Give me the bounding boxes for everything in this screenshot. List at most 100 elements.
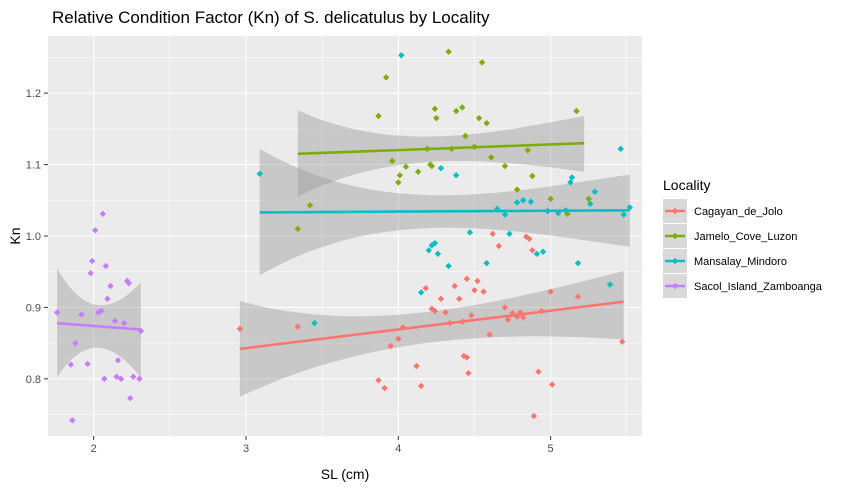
data-point-Mansalay_Mindoro bbox=[417, 289, 425, 296]
data-point-Jamelo_Cove_Luzon bbox=[375, 112, 382, 120]
data-point-Cagayan_de_Jolo bbox=[442, 309, 449, 316]
fit-line-Sacol_Island_Zamboanga bbox=[57, 321, 142, 331]
data-point-Jamelo_Cove_Luzon bbox=[529, 172, 536, 180]
data-point-Jamelo_Cove_Luzon bbox=[483, 119, 490, 127]
data-point-Mansalay_Mindoro bbox=[587, 200, 594, 208]
data-point-Sacol_Island_Zamboanga bbox=[107, 282, 114, 290]
data-point-Jamelo_Cove_Luzon bbox=[414, 168, 422, 175]
data-point-Cagayan_de_Jolo bbox=[431, 307, 439, 315]
data-point-Mansalay_Mindoro bbox=[513, 199, 521, 206]
data-point-Mansalay_Mindoro bbox=[437, 164, 445, 172]
data-point-Cagayan_de_Jolo bbox=[236, 325, 244, 333]
data-point-Cagayan_de_Jolo bbox=[529, 247, 536, 254]
data-point-Sacol_Island_Zamboanga bbox=[87, 269, 94, 277]
data-point-Mansalay_Mindoro bbox=[311, 319, 318, 327]
data-point-Mansalay_Mindoro bbox=[567, 179, 574, 186]
data-point-Jamelo_Cove_Luzon bbox=[462, 132, 469, 140]
data-point-Mansalay_Mindoro bbox=[466, 229, 474, 236]
legend-label-Sacol_Island_Zamboanga: Sacol_Island_Zamboanga bbox=[694, 281, 823, 293]
data-point-Jamelo_Cove_Luzon bbox=[402, 163, 410, 170]
data-point-Cagayan_de_Jolo bbox=[381, 384, 388, 392]
data-point-Jamelo_Cove_Luzon bbox=[395, 179, 402, 186]
grid bbox=[48, 36, 642, 436]
data-point-Cagayan_de_Jolo bbox=[501, 304, 509, 311]
data-point-Mansalay_Mindoro bbox=[617, 145, 624, 153]
data-point-Mansalay_Mindoro bbox=[626, 204, 634, 211]
data-point-Cagayan_de_Jolo bbox=[387, 342, 394, 350]
confidence-band-Jamelo_Cove_Luzon bbox=[297, 110, 585, 197]
confidence-band-Cagayan_de_Jolo bbox=[239, 271, 624, 397]
legend: Locality Cagayan_de_Jolo Jamelo_Cove_Luzo… bbox=[663, 177, 823, 298]
fit-line-Jamelo_Cove_Luzon bbox=[297, 141, 585, 156]
data-point-Sacol_Island_Zamboanga bbox=[125, 279, 132, 287]
legend-marker-Sacol_Island_Zamboanga bbox=[671, 282, 679, 290]
data-point-Cagayan_de_Jolo bbox=[451, 282, 458, 290]
data-point-Mansalay_Mindoro bbox=[256, 170, 263, 178]
data-point-Mansalay_Mindoro bbox=[574, 259, 582, 267]
data-point-Sacol_Island_Zamboanga bbox=[92, 227, 99, 234]
data-point-Jamelo_Cove_Luzon bbox=[585, 195, 592, 203]
data-point-Mansalay_Mindoro bbox=[591, 188, 598, 195]
data-point-Jamelo_Cove_Luzon bbox=[564, 210, 571, 218]
data-point-Cagayan_de_Jolo bbox=[480, 288, 487, 295]
legend-title: Locality bbox=[663, 177, 710, 193]
data-point-Cagayan_de_Jolo bbox=[417, 382, 425, 390]
data-point-Sacol_Island_Zamboanga bbox=[136, 375, 143, 383]
data-point-Mansalay_Mindoro bbox=[555, 209, 562, 217]
legend-marker-Cagayan_de_Jolo bbox=[671, 207, 679, 215]
data-point-Cagayan_de_Jolo bbox=[495, 242, 503, 250]
data-point-Sacol_Island_Zamboanga bbox=[98, 307, 105, 315]
data-point-Mansalay_Mindoro bbox=[539, 248, 547, 255]
data-point-Mansalay_Mindoro bbox=[483, 259, 490, 267]
data-point-Cagayan_de_Jolo bbox=[530, 412, 538, 420]
data-point-Mansalay_Mindoro bbox=[501, 211, 509, 218]
data-point-Jamelo_Cove_Luzon bbox=[396, 172, 404, 179]
x-tick-label: 4 bbox=[395, 443, 401, 455]
fit-line-Cagayan_de_Jolo bbox=[239, 300, 624, 351]
data-point-Cagayan_de_Jolo bbox=[523, 233, 530, 240]
y-tick-label: 0.9 bbox=[26, 302, 41, 314]
data-point-Cagayan_de_Jolo bbox=[456, 295, 463, 303]
data-point-Mansalay_Mindoro bbox=[527, 198, 535, 205]
data-point-Mansalay_Mindoro bbox=[520, 197, 527, 204]
data-point-Jamelo_Cove_Luzon bbox=[573, 107, 580, 115]
data-point-Sacol_Island_Zamboanga bbox=[102, 262, 110, 270]
data-point-Sacol_Island_Zamboanga bbox=[117, 375, 125, 383]
data-point-Sacol_Island_Zamboanga bbox=[67, 361, 75, 368]
data-point-Cagayan_de_Jolo bbox=[535, 368, 542, 375]
data-point-Sacol_Island_Zamboanga bbox=[88, 257, 96, 265]
data-point-Cagayan_de_Jolo bbox=[463, 354, 471, 361]
data-point-Mansalay_Mindoro bbox=[506, 230, 513, 238]
data-point-Jamelo_Cove_Luzon bbox=[488, 154, 495, 161]
data-point-Mansalay_Mindoro bbox=[568, 174, 576, 181]
data-point-Cagayan_de_Jolo bbox=[574, 293, 582, 300]
data-point-Jamelo_Cove_Luzon bbox=[382, 74, 390, 81]
data-point-Sacol_Island_Zamboanga bbox=[127, 394, 134, 402]
y-axis: 0.8 0.9 1.0 1.1 1.2 bbox=[26, 88, 48, 386]
data-point-Cagayan_de_Jolo bbox=[474, 277, 481, 285]
data-point-Cagayan_de_Jolo bbox=[437, 295, 445, 303]
data-point-Cagayan_de_Jolo bbox=[619, 338, 626, 345]
data-point-Cagayan_de_Jolo bbox=[395, 335, 402, 343]
data-point-Cagayan_de_Jolo bbox=[294, 323, 301, 330]
data-point-Jamelo_Cove_Luzon bbox=[428, 162, 436, 170]
legend-label-Cagayan_de_Jolo: Cagayan_de_Jolo bbox=[694, 206, 783, 218]
fit-line-Mansalay_Mindoro bbox=[259, 208, 630, 214]
data-point-Sacol_Island_Zamboanga bbox=[113, 373, 120, 380]
data-point-Sacol_Island_Zamboanga bbox=[120, 319, 128, 327]
legend-marker-Jamelo_Cove_Luzon bbox=[671, 232, 679, 240]
legend-label-Mansalay_Mindoro: Mansalay_Mindoro bbox=[694, 256, 787, 268]
data-point-Jamelo_Cove_Luzon bbox=[294, 225, 301, 233]
legend-items: Cagayan_de_Jolo Jamelo_Cove_Luzon Mansalay… bbox=[663, 199, 823, 298]
data-point-Cagayan_de_Jolo bbox=[468, 312, 475, 319]
legend-label-Jamelo_Cove_Luzon: Jamelo_Cove_Luzon bbox=[694, 231, 797, 243]
data-point-Sacol_Island_Zamboanga bbox=[99, 210, 107, 218]
data-point-Sacol_Island_Zamboanga bbox=[130, 373, 137, 380]
data-point-Cagayan_de_Jolo bbox=[526, 235, 533, 243]
x-tick-label: 5 bbox=[548, 443, 554, 455]
data-point-Mansalay_Mindoro bbox=[434, 250, 442, 258]
data-point-Jamelo_Cove_Luzon bbox=[501, 162, 509, 170]
data-point-Jamelo_Cove_Luzon bbox=[452, 107, 460, 115]
data-point-Jamelo_Cove_Luzon bbox=[389, 157, 396, 165]
x-axis: 2 3 4 5 bbox=[91, 436, 554, 455]
